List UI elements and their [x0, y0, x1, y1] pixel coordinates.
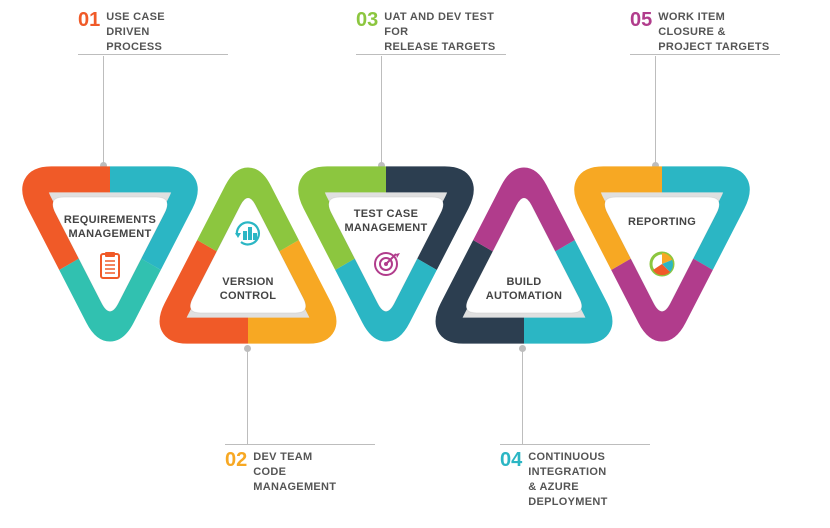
connector [247, 348, 248, 444]
callout-number: 05 [630, 10, 652, 30]
callout-number: 03 [356, 10, 378, 30]
callout-04: 04 CONTINUOUSINTEGRATION& AZUREDEPLOYMENT [500, 450, 608, 509]
callout-number: 02 [225, 450, 247, 470]
connector [225, 444, 375, 445]
callout-text: CONTINUOUSINTEGRATION& AZUREDEPLOYMENT [528, 450, 607, 509]
step-t5: REPORTING [572, 165, 752, 345]
callout-01: 01 USE CASEDRIVENPROCESS [78, 10, 165, 55]
step-label: REPORTING [572, 215, 752, 229]
connector [500, 444, 650, 445]
connector [381, 56, 382, 165]
callout-05: 05 WORK ITEMCLOSURE &PROJECT TARGETS [630, 10, 770, 55]
connector-dot [519, 345, 526, 352]
callout-03: 03 UAT AND DEV TESTFORRELEASE TARGETS [356, 10, 496, 55]
callout-02: 02 DEV TEAMCODEMANAGEMENT [225, 450, 336, 495]
connector [103, 56, 104, 165]
step-icon [572, 247, 752, 286]
connector [522, 348, 523, 444]
callout-number: 01 [78, 10, 100, 30]
callout-text: USE CASEDRIVENPROCESS [106, 10, 165, 55]
callout-text: UAT AND DEV TESTFORRELEASE TARGETS [384, 10, 495, 55]
callout-text: DEV TEAMCODEMANAGEMENT [253, 450, 336, 495]
callout-text: WORK ITEMCLOSURE &PROJECT TARGETS [658, 10, 769, 55]
connector-dot [244, 345, 251, 352]
infographic-stage: { "type": "infographic", "background_col… [0, 0, 830, 528]
connector [655, 56, 656, 165]
callout-number: 04 [500, 450, 522, 470]
